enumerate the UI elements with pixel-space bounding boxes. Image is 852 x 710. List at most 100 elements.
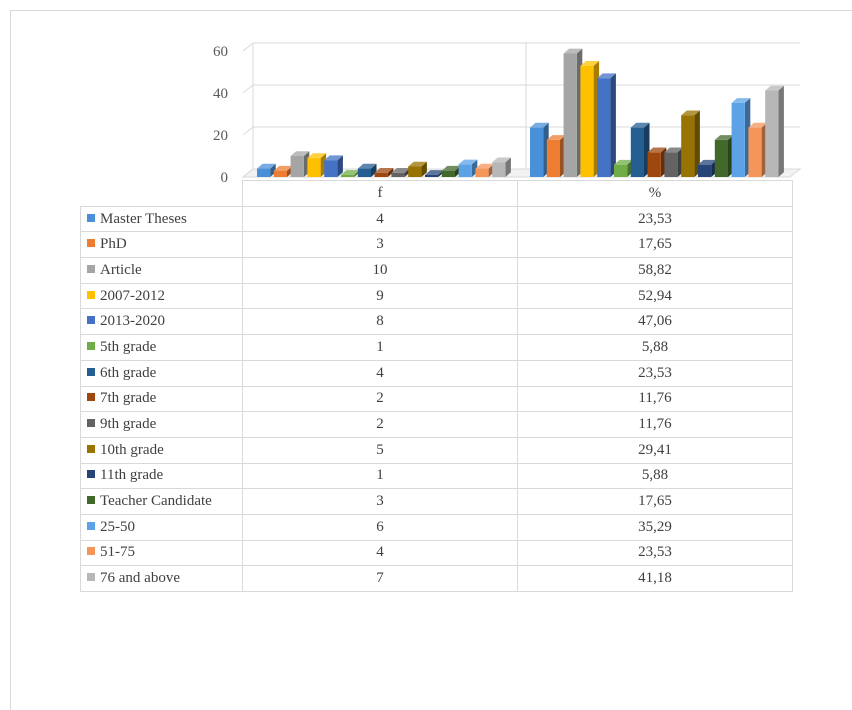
bar-front	[563, 53, 577, 178]
legend-swatch	[87, 264, 95, 273]
legend-swatch	[87, 444, 95, 453]
chart-plot: 0 20 40 60	[213, 42, 802, 186]
bar-top	[492, 157, 511, 163]
category-header-percent: %	[517, 180, 793, 207]
bar-front	[731, 102, 745, 177]
bar-front	[357, 168, 371, 177]
bar-front	[597, 78, 611, 177]
bar-front	[475, 168, 489, 177]
bar-front	[290, 156, 304, 177]
bar-front	[664, 152, 678, 177]
bar-front	[714, 139, 728, 177]
bar-front	[530, 127, 544, 177]
data-label: 11,76	[517, 385, 793, 413]
bar-side	[421, 161, 427, 177]
bar	[257, 163, 276, 177]
legend-swatch	[87, 341, 95, 350]
bar-side	[270, 163, 276, 177]
legend-entry: Article	[80, 257, 243, 284]
bar	[765, 85, 784, 177]
legend-label: 2007-2012	[100, 287, 165, 304]
legend-label: 2013-2020	[100, 313, 165, 330]
legend-entry: 11th grade	[80, 462, 243, 490]
bar-front	[374, 172, 388, 177]
legend-entry: 6th grade	[80, 359, 243, 387]
data-label: 4	[242, 205, 518, 233]
bar-side	[610, 73, 616, 177]
bar-top	[597, 73, 616, 79]
data-label: 11,76	[517, 411, 793, 438]
bar	[748, 122, 768, 177]
bar	[681, 110, 700, 177]
bar-top	[324, 155, 343, 161]
data-label: 35,29	[517, 513, 793, 541]
bar-top	[681, 110, 700, 116]
legend-label: 9th grade	[100, 416, 157, 433]
data-label: 41,18	[517, 565, 793, 592]
table-row: Article 10 58,82	[80, 257, 793, 284]
bar-top	[290, 151, 310, 156]
legend-entry: 2007-2012	[80, 282, 243, 310]
data-label: 58,82	[517, 257, 793, 284]
bar	[324, 155, 343, 177]
bar	[530, 122, 549, 177]
bar-top	[698, 159, 717, 165]
table-row: 7th grade 2 11,76	[80, 385, 793, 413]
bar-front	[425, 174, 439, 177]
data-label: 7	[242, 565, 518, 592]
bar	[647, 147, 667, 177]
legend-label: Article	[100, 261, 142, 278]
data-label: 6	[242, 513, 518, 541]
legend-swatch	[87, 496, 95, 505]
legend-swatch	[87, 316, 95, 325]
legend-label: 76 and above	[100, 570, 180, 587]
data-label: 5,88	[517, 462, 793, 490]
data-label: 3	[242, 231, 518, 259]
chart-frame	[10, 10, 852, 710]
legend-swatch	[87, 573, 95, 582]
bar-side	[505, 157, 511, 177]
bar	[630, 122, 650, 177]
bar-front	[391, 172, 405, 177]
y-tick-label: 60	[213, 44, 228, 60]
bar-front	[580, 65, 594, 177]
y-tick-label: 20	[213, 128, 228, 144]
table-row: 2013-2020 8 47,06	[80, 308, 793, 336]
data-table-header: f %	[80, 180, 793, 207]
bar	[307, 153, 327, 177]
legend-label: 25-50	[100, 518, 135, 535]
legend-entry: Master Theses	[80, 205, 243, 233]
data-label: 17,65	[517, 231, 793, 259]
bar	[563, 48, 583, 178]
bar-top	[273, 165, 293, 171]
bar-front	[765, 90, 779, 177]
legend-label: 6th grade	[100, 364, 157, 381]
bar-front	[441, 170, 455, 177]
data-label: 9	[242, 282, 518, 310]
category-header-f: f	[242, 180, 518, 207]
legend-entry: PhD	[80, 231, 243, 259]
data-label: 4	[242, 539, 518, 567]
table-row: 10th grade 5 29,41	[80, 436, 793, 464]
legend-entry: 7th grade	[80, 385, 243, 413]
table-row: 6th grade 4 23,53	[80, 359, 793, 387]
data-label: 10	[242, 257, 518, 284]
table-row: 51-75 4 23,53	[80, 539, 793, 567]
table-row: 76 and above 7 41,18	[80, 565, 793, 592]
legend-label: Teacher Candidate	[100, 493, 212, 510]
legend-swatch	[87, 239, 95, 248]
data-label: 4	[242, 359, 518, 387]
gridline	[242, 126, 800, 136]
legend-swatch	[87, 367, 95, 376]
bar-top	[257, 163, 276, 169]
bar-top	[341, 170, 360, 175]
table-row: 2007-2012 9 52,94	[80, 282, 793, 310]
gridline	[242, 84, 800, 94]
y-axis-ticks: 0 20 40 60	[213, 44, 228, 186]
bar-front	[614, 164, 628, 177]
bar-front	[324, 160, 338, 177]
bar-top	[580, 61, 600, 66]
bar-front	[273, 170, 287, 177]
bar	[374, 168, 394, 177]
table-row: Teacher Candidate 3 17,65	[80, 488, 793, 515]
